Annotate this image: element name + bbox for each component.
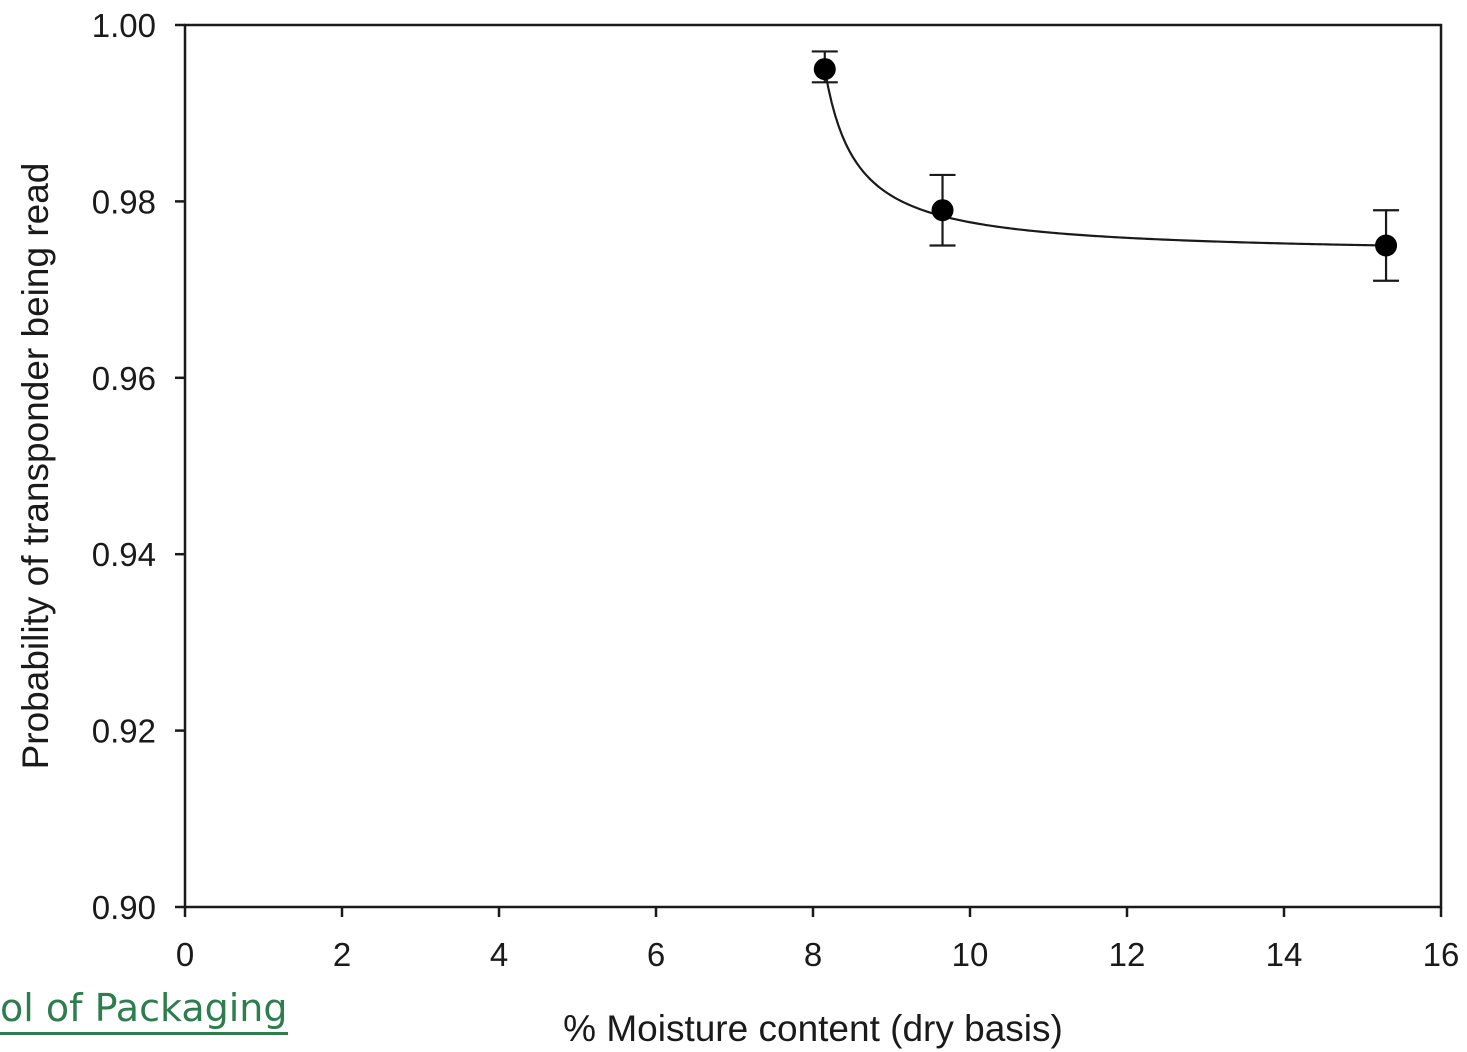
x-tick-label: 6 bbox=[647, 936, 665, 973]
watermark-link[interactable]: ol of Packaging bbox=[0, 986, 288, 1035]
error-bars bbox=[811, 50, 1400, 282]
y-tick-label: 1.00 bbox=[92, 7, 156, 44]
x-tick-label: 2 bbox=[333, 936, 351, 973]
x-tick-label: 0 bbox=[176, 936, 194, 973]
data-point bbox=[931, 199, 954, 222]
y-tick-label: 0.98 bbox=[92, 183, 156, 220]
y-axis-ticks: 0.90 0.92 0.94 0.96 0.98 1.00 bbox=[92, 7, 185, 926]
x-tick-label: 16 bbox=[1423, 936, 1460, 973]
y-tick-label: 0.94 bbox=[92, 536, 156, 573]
data-point bbox=[813, 58, 836, 81]
y-tick-label: 0.92 bbox=[92, 713, 156, 750]
x-tick-label: 10 bbox=[952, 936, 989, 973]
data-point bbox=[1375, 234, 1398, 257]
y-axis-title: Probability of transponder being read bbox=[15, 163, 56, 770]
x-tick-label: 8 bbox=[804, 936, 822, 973]
x-tick-label: 12 bbox=[1109, 936, 1146, 973]
x-axis-title: % Moisture content (dry basis) bbox=[563, 1008, 1063, 1049]
fit-curve bbox=[823, 68, 1387, 247]
x-tick-label: 4 bbox=[490, 936, 508, 973]
x-tick-label: 14 bbox=[1266, 936, 1303, 973]
plot-frame bbox=[183, 23, 1443, 909]
data-points bbox=[813, 58, 1398, 257]
y-tick-label: 0.90 bbox=[92, 889, 156, 926]
x-axis-ticks: 0 2 4 6 8 10 12 14 16 bbox=[176, 907, 1460, 973]
y-tick-label: 0.96 bbox=[92, 360, 156, 397]
